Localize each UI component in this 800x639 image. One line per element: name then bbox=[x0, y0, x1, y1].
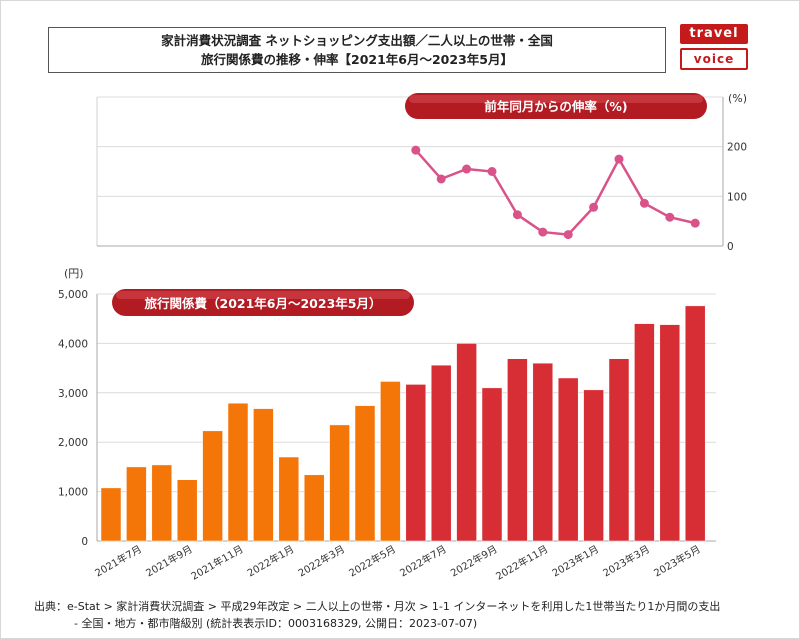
chart-svg: 0 100 200 (%) 前年同月からの伸率（%) (円) 0 1,000 2,000… bbox=[58, 92, 747, 583]
expense-bar bbox=[354, 405, 376, 542]
expense-bar bbox=[126, 466, 147, 542]
bar-x-tick-label: 2021年11月 bbox=[189, 542, 246, 582]
bar-x-tick-label: 2022年1月 bbox=[245, 542, 296, 579]
bar-y-tick-label: 0 bbox=[81, 536, 88, 548]
line-y-tick-label: 200 bbox=[727, 142, 747, 154]
expense-bar bbox=[380, 381, 401, 542]
expense-bar bbox=[253, 408, 274, 542]
growth-point bbox=[411, 145, 421, 155]
bar-y-tick-label: 1,000 bbox=[58, 487, 88, 499]
bar-chart-ylabel: (円) bbox=[64, 267, 84, 280]
expense-bar bbox=[557, 377, 579, 542]
bar-y-tick-label: 5,000 bbox=[58, 289, 88, 301]
expense-bar bbox=[151, 464, 173, 542]
chart-title-line2: 旅行関係費の推移・伸率【2021年6月～2023年5月】 bbox=[201, 52, 513, 67]
expense-bar bbox=[608, 358, 630, 542]
expense-bar bbox=[176, 479, 198, 542]
bar-x-tick-label: 2022年9月 bbox=[448, 542, 499, 579]
bar-x-tick-label: 2023年1月 bbox=[550, 542, 601, 579]
bar-x-tick-label: 2022年7月 bbox=[397, 542, 448, 579]
expense-bar bbox=[532, 362, 554, 542]
bar-chart-y-ticks: 0 1,000 2,000 3,000 4,000 5,000 bbox=[58, 289, 88, 548]
growth-series-points bbox=[411, 145, 700, 240]
growth-point bbox=[589, 202, 599, 212]
expense-bar bbox=[405, 384, 427, 542]
bar-x-tick-label: 2021年9月 bbox=[143, 542, 194, 579]
line-chart-title: 前年同月からの伸率（%) bbox=[484, 99, 627, 114]
expense-bar bbox=[507, 358, 528, 542]
line-chart-ylabel: (%) bbox=[728, 92, 747, 105]
growth-series-line bbox=[414, 149, 696, 236]
expense-bar bbox=[303, 474, 325, 542]
growth-point bbox=[512, 210, 522, 220]
expense-bar bbox=[100, 487, 122, 542]
bar-y-tick-label: 3,000 bbox=[58, 388, 88, 400]
bar-x-tick-label: 2023年3月 bbox=[601, 542, 652, 579]
expense-bar bbox=[227, 402, 249, 542]
chart-title-box: 家計消費状況調査 ネットショッピング支出額／二人以上の世帯・全国 旅行関係費の推… bbox=[48, 27, 666, 73]
line-y-tick-label: 100 bbox=[727, 191, 747, 203]
expense-bar bbox=[659, 324, 681, 542]
growth-point bbox=[639, 198, 649, 208]
chart-title-line1: 家計消費状況調査 ネットショッピング支出額／二人以上の世帯・全国 bbox=[161, 33, 553, 48]
bar-x-tick-label: 2022年5月 bbox=[347, 542, 398, 579]
bar-y-tick-label: 4,000 bbox=[58, 338, 88, 350]
expense-bar bbox=[634, 323, 655, 542]
expense-bar bbox=[481, 387, 503, 542]
growth-point bbox=[462, 164, 472, 174]
source-footer: 出典：e-Stat > 家計消費状況調査 > 平成29年改定 > 二人以上の世帯… bbox=[34, 598, 720, 632]
expense-bar bbox=[278, 456, 300, 542]
expense-bar bbox=[329, 424, 350, 542]
growth-point bbox=[690, 218, 700, 228]
growth-point bbox=[614, 154, 624, 164]
expense-bars bbox=[100, 305, 706, 542]
line-y-tick-label: 0 bbox=[727, 241, 734, 253]
growth-point bbox=[563, 230, 573, 240]
source-line2: - 全国・地方・都市階級別 (統計表表示ID：0003168329, 公開日：2… bbox=[74, 617, 478, 630]
logo-top-text: travel bbox=[680, 24, 748, 44]
growth-point bbox=[538, 227, 548, 237]
expense-bar bbox=[430, 364, 452, 542]
expense-bar bbox=[684, 305, 706, 542]
bar-x-tick-label: 2022年11月 bbox=[493, 542, 550, 582]
source-line1: 出典：e-Stat > 家計消費状況調査 > 平成29年改定 > 二人以上の世帯… bbox=[34, 600, 721, 613]
line-chart-banner: 前年同月からの伸率（%) bbox=[405, 93, 707, 119]
expense-bar bbox=[202, 430, 223, 542]
travelvoice-logo: travel voice bbox=[680, 24, 748, 70]
growth-point bbox=[487, 167, 497, 176]
logo-bottom-text: voice bbox=[680, 48, 748, 70]
growth-point bbox=[436, 174, 446, 184]
bar-y-tick-label: 2,000 bbox=[58, 437, 88, 449]
bar-chart-banner: 旅行関係費（2021年6月～2023年5月） bbox=[112, 289, 414, 316]
bar-x-tick-label: 2021年7月 bbox=[93, 542, 144, 579]
growth-point bbox=[665, 212, 675, 222]
line-chart-y-ticks: 0 100 200 bbox=[727, 142, 747, 253]
expense-bar bbox=[456, 343, 477, 542]
bar-chart-title: 旅行関係費（2021年6月～2023年5月） bbox=[144, 296, 382, 311]
bar-x-tick-label: 2023年5月 bbox=[651, 542, 702, 579]
bar-x-tick-label: 2022年3月 bbox=[296, 542, 347, 579]
expense-bar bbox=[583, 389, 604, 542]
growth-line-chart: 0 100 200 (%) 前年同月からの伸率（%) bbox=[96, 92, 747, 253]
